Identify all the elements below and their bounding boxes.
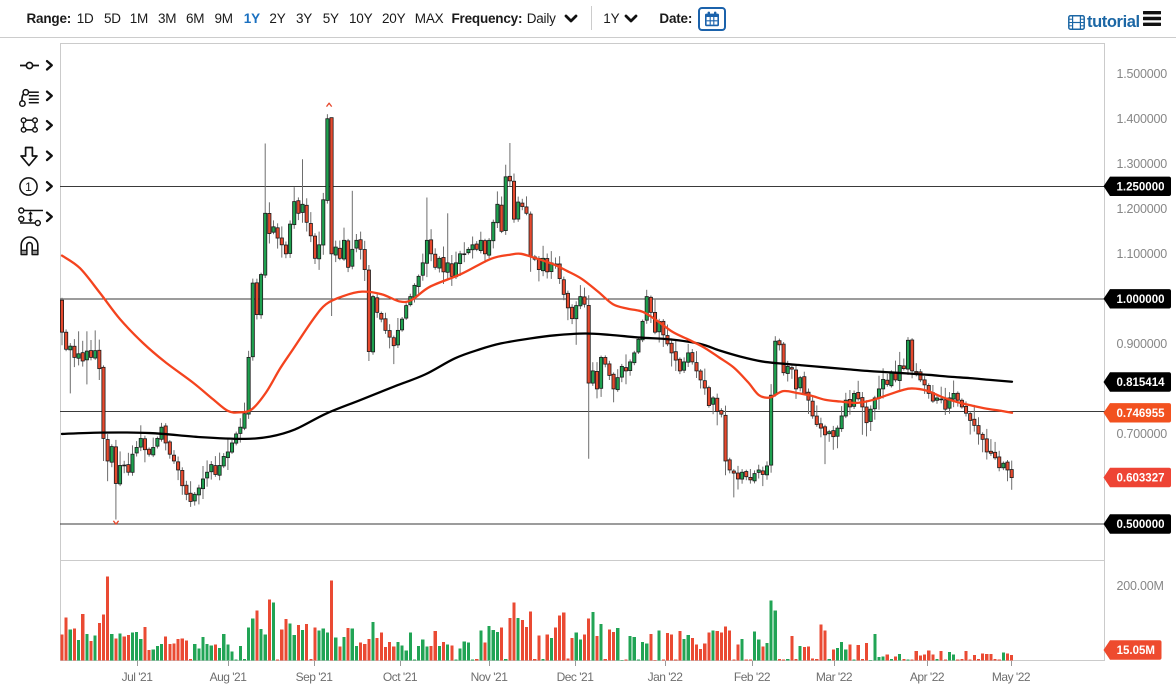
svg-text:Feb '22: Feb '22: [734, 670, 771, 684]
svg-text:1.200000: 1.200000: [1117, 202, 1168, 216]
svg-text:1.250000: 1.250000: [1117, 181, 1165, 193]
svg-text:May '22: May '22: [992, 670, 1031, 684]
svg-text:0.603327: 0.603327: [1117, 473, 1165, 485]
svg-text:0.746955: 0.746955: [1117, 408, 1166, 420]
svg-text:1.300000: 1.300000: [1117, 157, 1168, 171]
svg-text:Sep '21: Sep '21: [296, 670, 334, 684]
svg-text:Jan '22: Jan '22: [648, 670, 684, 684]
svg-text:0.900000: 0.900000: [1117, 337, 1168, 351]
svg-text:Mar '22: Mar '22: [816, 670, 853, 684]
svg-text:Dec '21: Dec '21: [557, 670, 595, 684]
svg-text:Aug '21: Aug '21: [210, 670, 248, 684]
svg-text:200.00M: 200.00M: [1117, 579, 1164, 593]
svg-text:Nov '21: Nov '21: [471, 670, 509, 684]
svg-text:0.815414: 0.815414: [1117, 377, 1166, 389]
svg-text:1.400000: 1.400000: [1117, 112, 1168, 126]
svg-text:15.05M: 15.05M: [1117, 645, 1155, 657]
svg-text:1.100000: 1.100000: [1117, 247, 1168, 261]
svg-text:0.500000: 0.500000: [1117, 519, 1165, 531]
svg-text:0.700000: 0.700000: [1117, 427, 1168, 441]
svg-text:1.000000: 1.000000: [1117, 294, 1165, 306]
svg-text:1.500000: 1.500000: [1117, 67, 1168, 81]
svg-text:Oct '21: Oct '21: [383, 670, 418, 684]
svg-text:1: 1: [25, 180, 32, 194]
svg-text:Jul '21: Jul '21: [122, 670, 154, 684]
svg-text:Apr '22: Apr '22: [910, 670, 945, 684]
